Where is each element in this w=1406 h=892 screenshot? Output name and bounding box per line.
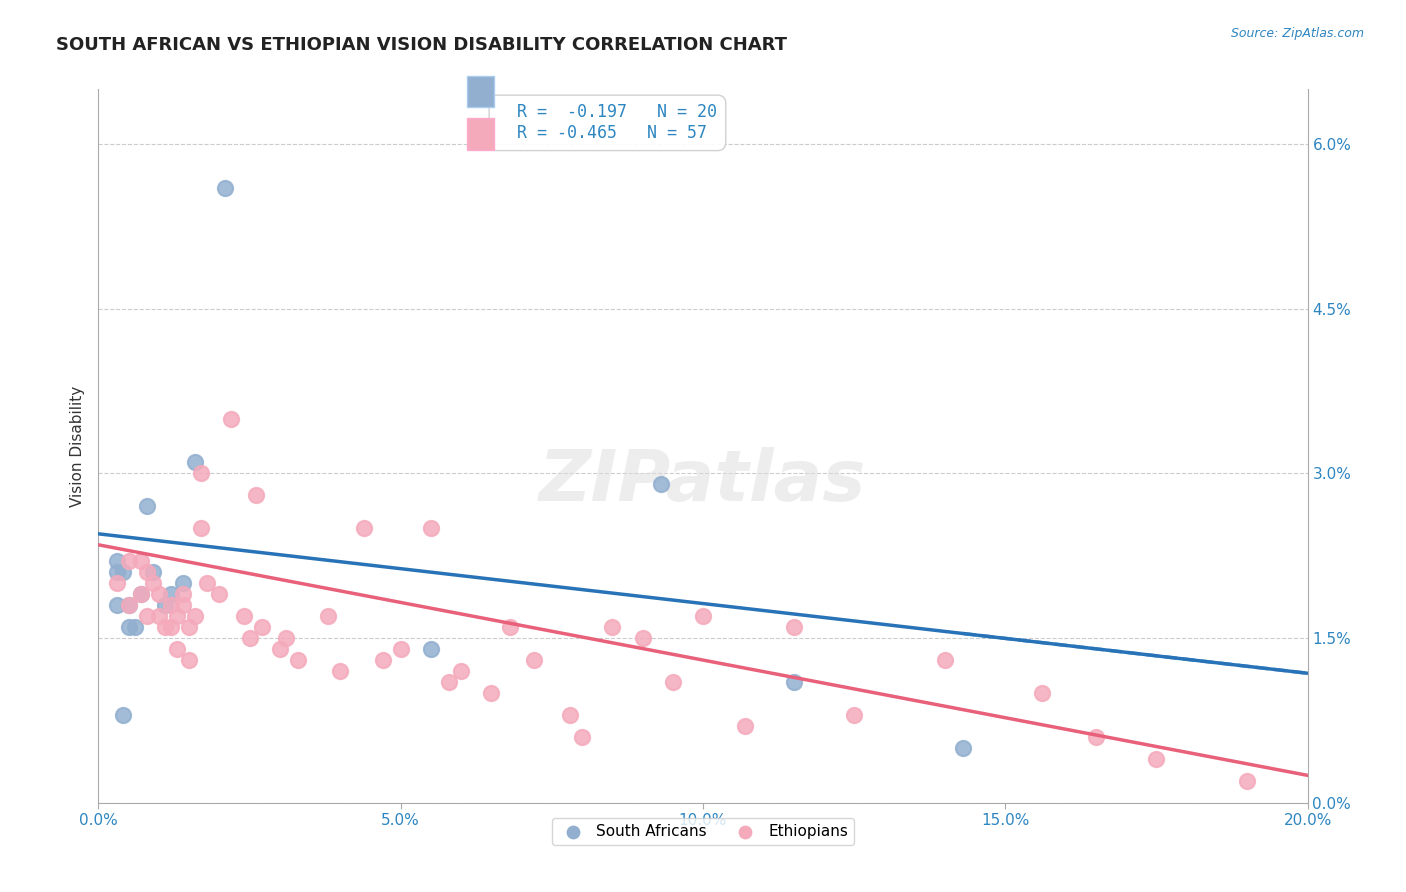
Point	[160, 587, 183, 601]
Text: R =  -0.197   N = 20
  R = -0.465   N = 57: R = -0.197 N = 20 R = -0.465 N = 57	[498, 103, 717, 142]
Point	[172, 576, 194, 591]
Point	[105, 576, 128, 591]
Point	[129, 587, 152, 601]
Point	[1236, 773, 1258, 788]
Legend: South Africans, Ethiopians: South Africans, Ethiopians	[553, 818, 853, 845]
Point	[287, 653, 309, 667]
Point	[329, 664, 352, 678]
Point	[105, 554, 128, 568]
Point	[118, 598, 141, 612]
Point	[250, 620, 273, 634]
Point	[172, 598, 194, 612]
Point	[129, 554, 152, 568]
Point	[602, 620, 624, 634]
Point	[172, 587, 194, 601]
Point	[142, 566, 165, 580]
Point	[160, 598, 183, 612]
Point	[179, 620, 201, 634]
Point	[214, 181, 236, 195]
Point	[118, 554, 141, 568]
Point	[269, 642, 291, 657]
Point	[166, 609, 188, 624]
Point	[135, 609, 157, 624]
Point	[420, 642, 443, 657]
Point	[111, 566, 134, 580]
Point	[316, 609, 339, 624]
Point	[661, 675, 683, 690]
Point	[153, 598, 176, 612]
Point	[124, 620, 146, 634]
Point	[184, 609, 207, 624]
Point	[118, 620, 141, 634]
Point	[498, 620, 520, 634]
Point	[111, 708, 134, 723]
Point	[783, 675, 806, 690]
Point	[353, 521, 375, 535]
Point	[129, 587, 152, 601]
Point	[450, 664, 472, 678]
Point	[153, 620, 176, 634]
Text: ZIPatlas: ZIPatlas	[540, 447, 866, 516]
Point	[650, 477, 672, 491]
Point	[1144, 752, 1167, 766]
Point	[631, 631, 654, 645]
Point	[105, 598, 128, 612]
Point	[389, 642, 412, 657]
Point	[245, 488, 267, 502]
Text: Source: ZipAtlas.com: Source: ZipAtlas.com	[1230, 27, 1364, 40]
Point	[142, 576, 165, 591]
Point	[571, 730, 593, 744]
Point	[135, 566, 157, 580]
Point	[952, 740, 974, 755]
FancyBboxPatch shape	[467, 119, 494, 150]
Point	[190, 521, 212, 535]
Point	[1031, 686, 1053, 700]
Point	[184, 455, 207, 469]
Point	[105, 566, 128, 580]
Point	[179, 653, 201, 667]
Point	[148, 587, 170, 601]
Point	[118, 598, 141, 612]
Point	[221, 411, 243, 425]
Point	[523, 653, 546, 667]
Point	[481, 686, 503, 700]
Point	[190, 467, 212, 481]
Point	[166, 642, 188, 657]
Point	[371, 653, 394, 667]
Point	[734, 719, 756, 733]
Point	[160, 620, 183, 634]
Point	[844, 708, 866, 723]
Point	[148, 609, 170, 624]
Point	[783, 620, 806, 634]
Y-axis label: Vision Disability: Vision Disability	[69, 385, 84, 507]
Point	[1085, 730, 1108, 744]
Point	[208, 587, 231, 601]
Point	[934, 653, 956, 667]
Point	[135, 500, 157, 514]
Point	[232, 609, 254, 624]
Point	[437, 675, 460, 690]
Point	[274, 631, 297, 645]
Text: SOUTH AFRICAN VS ETHIOPIAN VISION DISABILITY CORRELATION CHART: SOUTH AFRICAN VS ETHIOPIAN VISION DISABI…	[56, 36, 787, 54]
Point	[692, 609, 714, 624]
FancyBboxPatch shape	[467, 76, 494, 107]
Point	[239, 631, 262, 645]
Point	[195, 576, 218, 591]
Point	[558, 708, 581, 723]
Point	[420, 521, 443, 535]
